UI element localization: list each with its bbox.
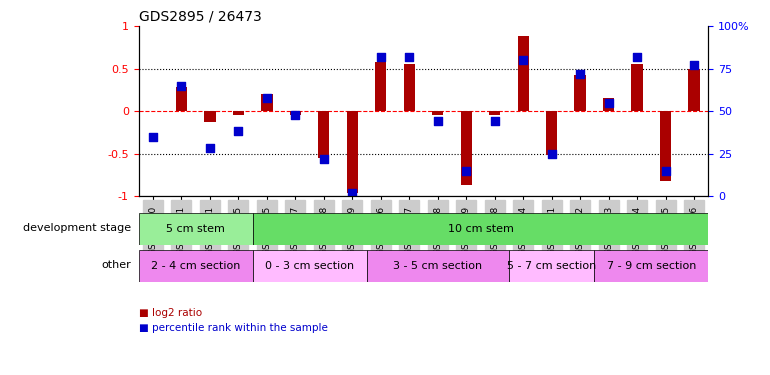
Bar (460, 111, 472, 185)
Point (431, 118, 444, 124)
Point (659, 168, 671, 174)
Bar (204, 111, 216, 122)
Point (517, 57, 530, 63)
Bar (346, 111, 358, 194)
Text: ■ log2 ratio: ■ log2 ratio (139, 308, 202, 318)
FancyBboxPatch shape (139, 251, 253, 282)
Point (233, 129, 245, 135)
Bar (176, 87, 187, 111)
Text: 10 cm stem: 10 cm stem (447, 224, 514, 234)
Bar (318, 111, 330, 158)
Point (346, 190, 358, 196)
Point (574, 71, 587, 77)
Bar (403, 64, 415, 111)
Point (403, 54, 416, 60)
Bar (375, 62, 387, 111)
Bar (660, 111, 671, 181)
Point (203, 146, 216, 152)
Bar (517, 36, 529, 111)
Text: 2 - 4 cm section: 2 - 4 cm section (151, 261, 240, 272)
FancyBboxPatch shape (253, 213, 708, 245)
Point (176, 82, 188, 88)
Point (688, 62, 701, 68)
Point (260, 94, 273, 100)
Point (374, 54, 387, 60)
Point (602, 100, 614, 106)
FancyBboxPatch shape (594, 251, 708, 282)
Bar (546, 111, 557, 155)
FancyBboxPatch shape (509, 251, 594, 282)
Point (631, 54, 643, 60)
FancyBboxPatch shape (139, 213, 253, 245)
Point (289, 111, 301, 117)
Point (545, 151, 557, 157)
Bar (432, 111, 444, 114)
Bar (233, 111, 244, 116)
FancyBboxPatch shape (367, 251, 509, 282)
Text: GDS2895 / 26473: GDS2895 / 26473 (139, 10, 261, 24)
Text: ■ percentile rank within the sample: ■ percentile rank within the sample (139, 323, 327, 333)
Text: 3 - 5 cm section: 3 - 5 cm section (393, 261, 482, 272)
Bar (574, 75, 586, 111)
Bar (603, 98, 614, 111)
Text: 7 - 9 cm section: 7 - 9 cm section (607, 261, 696, 272)
Text: 5 - 7 cm section: 5 - 7 cm section (507, 261, 596, 272)
Bar (290, 111, 301, 114)
Bar (631, 64, 643, 111)
Bar (261, 94, 273, 111)
Text: 5 cm stem: 5 cm stem (166, 224, 225, 234)
Bar (688, 69, 700, 111)
Text: development stage: development stage (23, 223, 131, 233)
Point (146, 134, 159, 140)
Text: other: other (101, 260, 131, 270)
Point (460, 168, 473, 174)
Bar (489, 111, 500, 116)
Point (489, 118, 501, 124)
Text: 0 - 3 cm section: 0 - 3 cm section (265, 261, 354, 272)
FancyBboxPatch shape (253, 251, 367, 282)
Point (317, 156, 330, 162)
